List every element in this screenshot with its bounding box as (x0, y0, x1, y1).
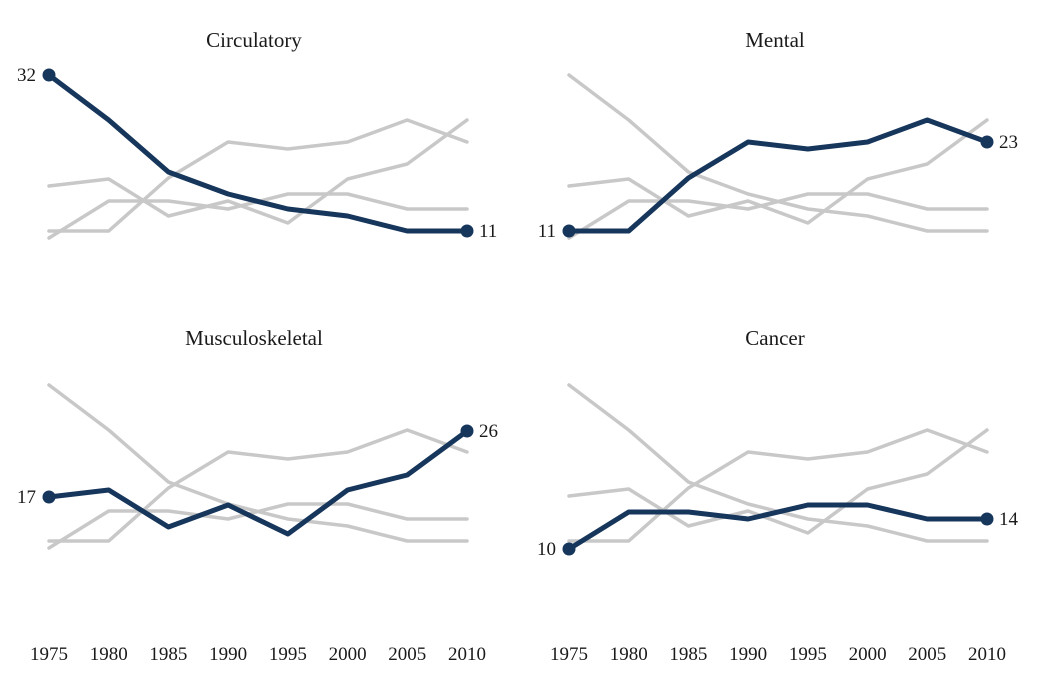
highlight-line-circulatory (46, 72, 470, 234)
x-tick-label: 1975 (550, 644, 588, 665)
context-line-mental (47, 428, 469, 543)
x-tick-label: 2005 (388, 644, 426, 665)
end-value-label: 23 (999, 132, 1018, 153)
highlight-line-cancer (566, 502, 990, 552)
highlight-line-musculoskeletal (46, 428, 470, 537)
x-tick-label: 1980 (90, 644, 128, 665)
end-point (460, 424, 474, 438)
start-value-label: 11 (538, 221, 556, 242)
end-point (460, 224, 474, 238)
panel-title: Circulatory (206, 28, 302, 52)
x-tick-label: 1995 (789, 644, 827, 665)
panel-title: Cancer (745, 326, 804, 350)
x-axis-right: 1975 1980 1985 1990 1995 2000 2005 2010 (550, 644, 1006, 665)
end-point (980, 512, 994, 526)
context-line-mental (47, 118, 469, 233)
start-value-label: 10 (537, 539, 556, 560)
x-tick-label: 1990 (209, 644, 247, 665)
start-value-label: 32 (17, 65, 36, 86)
start-point (562, 224, 576, 238)
x-tick-label: 2000 (849, 644, 887, 665)
panel-musculoskeletal: Musculoskeletal 17 26 (17, 326, 498, 550)
start-point (42, 490, 56, 504)
start-value-label: 17 (17, 487, 36, 508)
end-value-label: 14 (999, 509, 1019, 530)
x-tick-label: 2000 (329, 644, 367, 665)
context-line-musculoskeletal (567, 118, 989, 225)
x-tick-label: 1995 (269, 644, 307, 665)
context-line-cancer (567, 192, 989, 240)
x-tick-label: 2010 (448, 644, 486, 665)
x-tick-label: 2005 (908, 644, 946, 665)
end-point (980, 135, 994, 149)
panel-circulatory: Circulatory 32 11 (17, 28, 497, 242)
end-value-label: 11 (479, 221, 497, 242)
panel-title: Musculoskeletal (185, 326, 323, 350)
context-line-musculoskeletal (567, 428, 989, 535)
start-point (42, 68, 56, 82)
start-point (562, 542, 576, 556)
x-tick-label: 1975 (30, 644, 68, 665)
context-line-mental (567, 428, 989, 543)
highlight-line-mental (566, 117, 990, 234)
panel-cancer: Cancer 10 14 (537, 326, 1019, 560)
end-value-label: 26 (479, 421, 498, 442)
x-tick-label: 2010 (968, 644, 1006, 665)
x-tick-label: 1980 (610, 644, 648, 665)
x-axis-left: 1975 1980 1985 1990 1995 2000 2005 2010 (30, 644, 486, 665)
context-line-cancer (47, 502, 469, 550)
x-tick-label: 1990 (729, 644, 767, 665)
context-line-musculoskeletal (47, 118, 469, 225)
panel-title: Mental (745, 28, 805, 52)
x-tick-label: 1985 (669, 644, 707, 665)
panel-mental: Mental 11 23 (538, 28, 1018, 242)
x-tick-label: 1985 (149, 644, 187, 665)
